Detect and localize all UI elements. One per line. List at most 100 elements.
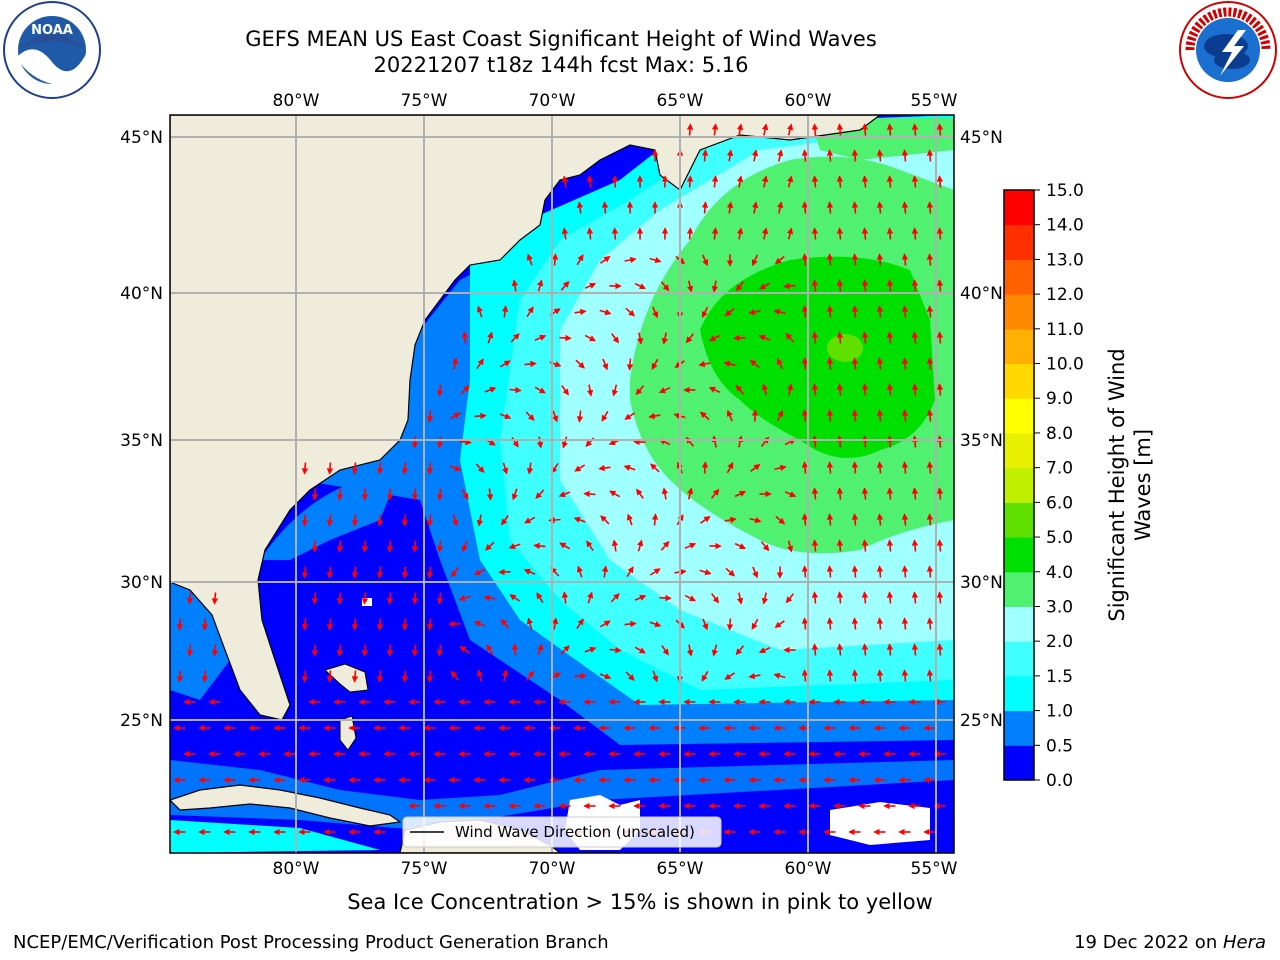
- wave-direction-arrow: [625, 671, 635, 681]
- lon-label-bottom: 75°W: [401, 859, 448, 879]
- wave-direction-arrow: [624, 412, 636, 420]
- wave-direction-arrow: [826, 513, 834, 526]
- wave-direction-arrow: [750, 463, 761, 472]
- wave-direction-arrow: [734, 542, 747, 550]
- wave-direction-arrow: [509, 386, 522, 394]
- colorbar-tick-label: 15.0: [1046, 181, 1084, 201]
- wave-direction-arrow: [534, 386, 546, 394]
- wave-direction-arrow: [450, 567, 459, 578]
- wave-direction-arrow: [701, 254, 709, 267]
- wave-direction-arrow: [786, 123, 794, 136]
- wave-direction-arrow: [851, 253, 859, 266]
- wave-direction-arrow: [876, 357, 884, 370]
- colorbar-tick-label: 1.5: [1046, 667, 1073, 687]
- wave-direction-arrow: [361, 644, 369, 657]
- wave-direction-arrow: [458, 595, 471, 602]
- wave-direction-arrow: [911, 643, 919, 656]
- wave-direction-arrow: [711, 644, 719, 657]
- wave-direction-arrow: [886, 487, 894, 500]
- wave-direction-arrow: [587, 591, 594, 604]
- wave-direction-arrow: [748, 308, 761, 316]
- wave-direction-arrow: [751, 618, 759, 630]
- wave-direction-arrow: [876, 201, 884, 214]
- wave-direction-arrow: [936, 279, 944, 292]
- wave-direction-arrow: [726, 461, 734, 474]
- wave-direction-arrow: [586, 227, 594, 240]
- lon-label-bottom: 60°W: [785, 859, 832, 879]
- wave-direction-arrow: [599, 673, 612, 680]
- wave-direction-arrow: [759, 282, 771, 290]
- wave-direction-arrow: [476, 305, 483, 318]
- wave-direction-arrow: [760, 541, 770, 552]
- wave-direction-arrow: [498, 568, 511, 576]
- wave-direction-arrow: [851, 669, 859, 682]
- wave-peak: [827, 334, 863, 362]
- wave-direction-arrow: [901, 201, 909, 214]
- wave-direction-arrow: [736, 175, 744, 188]
- wave-direction-arrow: [911, 227, 919, 240]
- wave-direction-arrow: [785, 593, 795, 604]
- wave-direction-arrow: [648, 412, 661, 420]
- colorbar-label-line1: Significant Height of Wind: [1105, 348, 1129, 621]
- wave-direction-arrow: [401, 462, 409, 475]
- wave-direction-arrow: [411, 644, 419, 657]
- wave-direction-arrow: [658, 386, 671, 394]
- wave-direction-arrow: [876, 149, 884, 162]
- wave-direction-arrow: [926, 305, 934, 318]
- wave-direction-arrow: [886, 227, 894, 240]
- wave-direction-arrow: [376, 618, 384, 631]
- cuba-land: [170, 784, 402, 827]
- wave-direction-arrow: [876, 565, 884, 578]
- wave-direction-arrow: [773, 672, 786, 679]
- wave-direction-arrow: [784, 491, 797, 498]
- wave-direction-arrow: [526, 306, 534, 318]
- wave-direction-arrow: [486, 488, 494, 501]
- colorbar-tick-label: 9.0: [1046, 389, 1073, 409]
- wave-direction-arrow: [511, 279, 519, 292]
- wave-direction-arrow: [811, 383, 819, 396]
- wave-direction-arrow: [574, 308, 587, 316]
- wave-direction-arrow: [326, 618, 334, 631]
- colorbar-tick-label: 1.0: [1046, 702, 1073, 722]
- lat-label-left: 35°N: [120, 431, 163, 451]
- wave-direction-arrow: [936, 123, 944, 136]
- wave-direction-arrow: [711, 227, 719, 240]
- wave-direction-arrow: [411, 592, 419, 605]
- wave-direction-arrow: [599, 309, 612, 316]
- wave-direction-arrow: [811, 123, 819, 136]
- wave-direction-arrow: [551, 617, 559, 630]
- wave-direction-arrow: [376, 670, 384, 683]
- wave-direction-arrow: [386, 592, 394, 605]
- colorbar-segment: [1004, 745, 1034, 781]
- wave-direction-arrow: [426, 514, 434, 527]
- wave-direction-arrow: [724, 307, 735, 317]
- colorbar-tick-label: 0.0: [1046, 771, 1073, 791]
- wave-direction-arrow: [811, 227, 819, 240]
- colorbar-segment: [1004, 190, 1034, 226]
- wave-direction-arrow: [936, 539, 944, 552]
- wave-direction-arrow: [401, 618, 409, 631]
- lon-label-top: 70°W: [529, 91, 576, 111]
- wave-direction-arrow: [598, 464, 611, 472]
- wave-direction-arrow: [649, 621, 662, 628]
- wave-direction-arrow: [426, 670, 434, 683]
- wave-direction-arrow: [426, 410, 434, 423]
- date-stamp: 19 Dec 2022 on Hera: [1074, 932, 1266, 953]
- wave-direction-arrow: [461, 488, 469, 500]
- wave-direction-arrow: [886, 175, 894, 188]
- wave-direction-arrow: [511, 643, 519, 656]
- wave-direction-arrow: [634, 594, 647, 601]
- wave-direction-arrow: [711, 123, 719, 136]
- wave-direction-arrow: [711, 280, 719, 293]
- wave-direction-arrow: [826, 357, 834, 370]
- colorbar-segment: [1004, 641, 1034, 677]
- colorbar-segment: [1004, 398, 1034, 434]
- wave-direction-arrow: [686, 644, 694, 657]
- wave-direction-arrow: [376, 566, 384, 579]
- wave-direction-arrow: [708, 334, 721, 342]
- wave-direction-arrow: [761, 175, 769, 188]
- wave-direction-arrow: [536, 592, 544, 604]
- wave-direction-arrow: [851, 617, 859, 630]
- wave-direction-arrow: [851, 565, 859, 578]
- wave-direction-arrow: [836, 591, 844, 604]
